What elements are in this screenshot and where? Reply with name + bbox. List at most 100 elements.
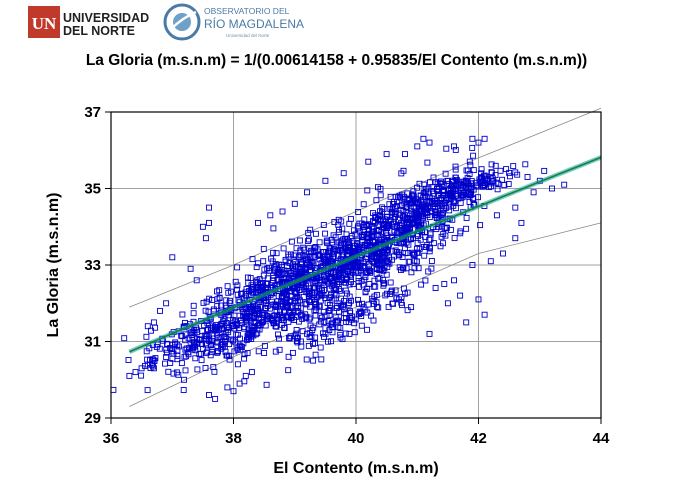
data-point <box>235 297 242 304</box>
data-point <box>398 267 404 273</box>
data-point <box>356 300 362 307</box>
data-point <box>481 311 488 318</box>
data-point <box>361 216 368 223</box>
data-point <box>350 281 357 288</box>
data-point <box>304 330 310 337</box>
data-point <box>169 355 176 362</box>
data-point <box>206 204 212 211</box>
data-point <box>343 231 350 238</box>
data-points <box>110 135 568 402</box>
data-point <box>231 348 238 355</box>
data-point <box>319 330 326 337</box>
data-point <box>500 250 506 257</box>
data-point <box>351 329 358 336</box>
data-point <box>304 238 311 245</box>
data-point <box>289 349 296 356</box>
data-point <box>510 163 517 170</box>
data-point <box>194 339 201 346</box>
data-point <box>164 341 171 348</box>
data-point <box>230 388 237 395</box>
data-point <box>327 245 334 252</box>
data-point <box>402 151 408 158</box>
data-point <box>253 278 259 285</box>
data-point <box>441 281 448 287</box>
data-point <box>219 344 226 351</box>
data-point <box>379 204 386 211</box>
data-point <box>285 367 292 374</box>
data-point <box>362 288 369 295</box>
data-point <box>230 336 237 343</box>
data-point <box>126 372 133 379</box>
data-point <box>283 303 290 310</box>
data-point <box>318 356 325 363</box>
data-point <box>290 261 296 268</box>
data-point <box>495 180 502 187</box>
data-point <box>373 197 380 204</box>
data-point <box>344 238 351 245</box>
data-point <box>470 167 477 174</box>
prediction-lower-line <box>129 222 602 407</box>
data-point <box>332 234 339 241</box>
data-point <box>121 335 128 342</box>
data-point <box>247 309 254 316</box>
data-point <box>365 158 372 165</box>
data-point <box>229 317 236 323</box>
fitted-curve <box>128 155 602 354</box>
data-point <box>298 259 304 266</box>
data-point <box>359 300 365 307</box>
data-point <box>389 207 396 214</box>
data-point <box>312 334 319 341</box>
data-point <box>503 166 510 173</box>
data-point <box>335 269 342 276</box>
data-point <box>385 303 392 310</box>
data-point <box>279 295 286 302</box>
data-point <box>336 265 343 272</box>
data-point <box>452 166 459 173</box>
data-point <box>473 183 480 190</box>
data-point <box>179 311 186 318</box>
chart-title: La Gloria (m.s.n.m) = 1/(0.00614158 + 0.… <box>85 52 588 69</box>
data-point <box>125 357 132 363</box>
data-point <box>426 330 433 337</box>
data-point <box>396 229 403 236</box>
data-point <box>364 233 371 240</box>
data-point <box>199 328 206 335</box>
data-point <box>253 264 260 271</box>
data-point <box>413 210 420 217</box>
data-point <box>334 319 341 326</box>
data-point <box>312 230 319 237</box>
data-point <box>530 189 537 196</box>
data-point <box>386 217 393 224</box>
data-point <box>344 290 350 297</box>
data-point <box>301 246 308 253</box>
data-point <box>469 144 476 151</box>
data-point <box>497 167 504 174</box>
data-point <box>144 323 151 330</box>
universidad-del-norte-logo: UN UNIVERSIDAD DEL NORTE <box>28 6 149 38</box>
data-point <box>414 239 421 246</box>
data-point <box>314 246 321 253</box>
data-point <box>492 172 499 179</box>
data-point <box>337 325 344 331</box>
data-point <box>426 214 433 221</box>
data-point <box>248 369 255 376</box>
data-point <box>311 307 318 314</box>
data-point <box>138 365 145 372</box>
data-point <box>380 267 387 274</box>
data-point <box>463 214 470 221</box>
data-point <box>203 340 209 347</box>
data-point <box>278 278 285 285</box>
data-point <box>380 225 387 232</box>
data-point <box>266 267 273 274</box>
data-point <box>236 342 243 349</box>
data-point <box>376 237 383 244</box>
data-point <box>404 307 411 314</box>
data-point <box>415 218 422 225</box>
data-point <box>288 238 295 245</box>
data-point <box>260 279 267 286</box>
data-point <box>294 285 301 292</box>
data-point <box>221 334 228 341</box>
data-point <box>347 215 354 222</box>
y-tick-label: 31 <box>84 334 101 351</box>
data-point <box>261 297 268 304</box>
